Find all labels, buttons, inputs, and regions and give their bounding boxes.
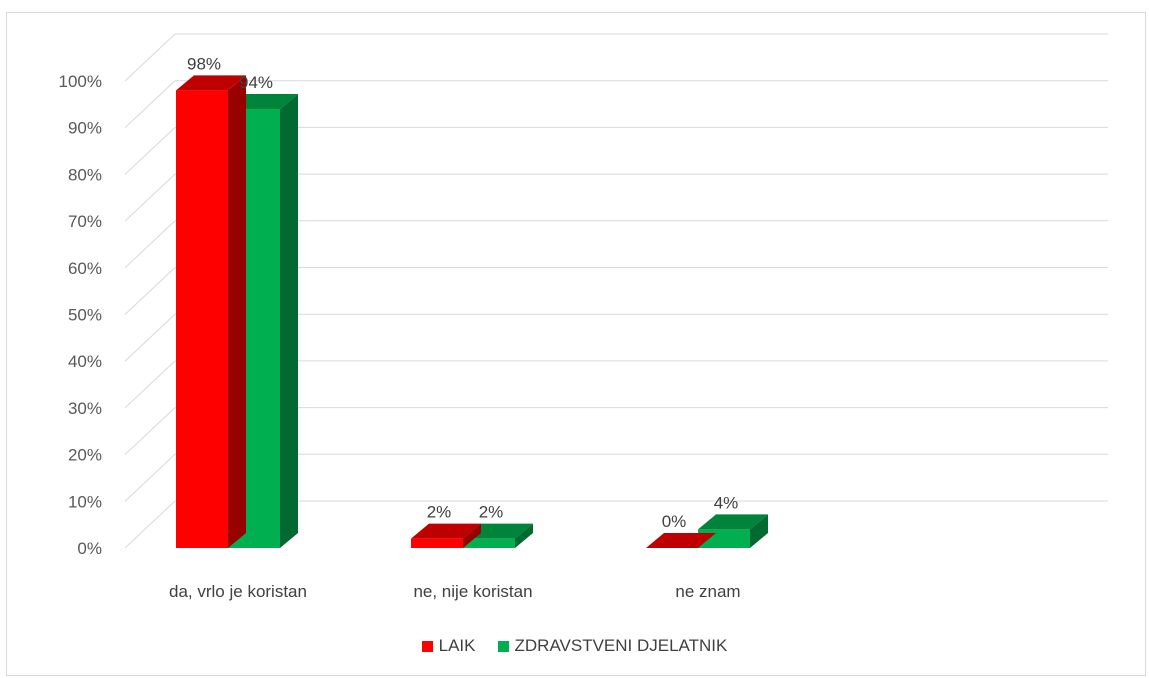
data-label: 4% — [714, 493, 739, 512]
bar-side — [228, 75, 246, 548]
bar-top — [411, 523, 481, 539]
bar-side — [515, 523, 533, 548]
gridline-diagonal — [124, 80, 176, 129]
gridline-diagonal — [124, 127, 176, 175]
data-label: 94% — [239, 73, 273, 92]
gridlines — [124, 33, 1108, 549]
legend-swatch — [421, 640, 433, 652]
bar-top — [176, 75, 246, 91]
y-tick-label: 90% — [68, 119, 102, 138]
bars — [176, 75, 768, 549]
gridline-diagonal — [124, 453, 176, 502]
gridline-diagonal — [124, 173, 176, 222]
bar — [411, 538, 463, 548]
x-category-label: ne, nije koristan — [413, 582, 532, 601]
bar-side — [463, 523, 481, 548]
y-tick-label: 0% — [77, 539, 102, 558]
x-category-label: ne znam — [675, 582, 740, 601]
data-label: 2% — [479, 503, 504, 522]
gridline-diagonal — [124, 33, 176, 82]
legend-item: LAIK — [421, 636, 476, 656]
legend: LAIK ZDRAVSTVENI DJELATNIK — [0, 636, 1149, 656]
gridline-diagonal — [124, 220, 176, 269]
y-tick-label: 50% — [68, 306, 102, 325]
x-category-label: da, vrlo je koristan — [169, 582, 307, 601]
legend-label: ZDRAVSTVENI DJELATNIK — [514, 636, 728, 655]
data-label: 0% — [662, 512, 687, 531]
y-axis-ticks: 0% 10% 20% 30% 40% 50% 60% 70% 80% 90% 100% — [59, 72, 102, 558]
y-tick-label: 10% — [68, 492, 102, 511]
gridline-diagonal — [124, 500, 176, 549]
y-tick-label: 60% — [68, 259, 102, 278]
bar-side — [750, 514, 768, 548]
x-axis-categories: da, vrlo je koristan ne, nije koristan ne … — [169, 582, 741, 601]
y-tick-label: 70% — [68, 212, 102, 231]
data-label: 2% — [427, 503, 452, 522]
data-labels: 94% 98% 2% 2% 4% 0% — [187, 54, 738, 531]
bar-top — [646, 533, 716, 548]
gridline-diagonal — [124, 407, 176, 455]
bar — [463, 538, 515, 548]
bar-side — [280, 94, 298, 549]
gridline-diagonal — [124, 360, 176, 409]
gridline-diagonal — [124, 267, 176, 315]
legend-label: LAIK — [438, 636, 476, 655]
y-tick-label: 30% — [68, 399, 102, 418]
bar-top — [698, 514, 768, 530]
bar — [176, 90, 228, 548]
legend-swatch — [497, 640, 509, 652]
y-tick-label: 100% — [59, 72, 102, 91]
y-tick-label: 80% — [68, 165, 102, 184]
legend-item: ZDRAVSTVENI DJELATNIK — [497, 636, 728, 656]
y-tick-label: 40% — [68, 352, 102, 371]
data-label: 98% — [187, 54, 221, 73]
gridline-diagonal — [124, 313, 176, 362]
y-tick-label: 20% — [68, 446, 102, 465]
